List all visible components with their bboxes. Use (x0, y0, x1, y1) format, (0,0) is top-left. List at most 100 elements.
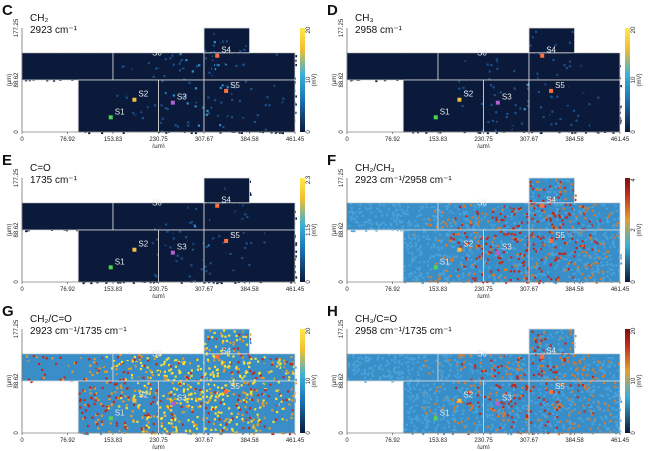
site-label-s3: S3 (502, 243, 512, 252)
site-label-s3: S3 (177, 93, 187, 102)
colorbar-tick: 0 (306, 130, 312, 134)
site-label-s5: S5 (555, 231, 565, 240)
colorbar-unit: (mV) (637, 375, 643, 388)
x-tick-label: 307.67 (195, 438, 214, 444)
colorbar-tick: 1.15 (306, 224, 312, 236)
y-tick-label: 177.25 (339, 18, 345, 37)
site-marker-s5 (549, 238, 554, 243)
site-marker-s2 (132, 97, 137, 102)
x-tick-label: 307.67 (520, 287, 539, 293)
panel-e: S0 S1 S2 S3 S4 S5 0 76.92 153.83 230.75 307.67 384.… (0, 150, 318, 298)
colorbar-tick: 10 (306, 377, 312, 384)
x-tick-label: 76.92 (60, 438, 76, 444)
colorbar-tick: 20 (306, 26, 312, 33)
x-tick-label: 76.92 (385, 287, 401, 293)
site-label-s1: S1 (440, 107, 450, 116)
colorbar-tick: 0 (631, 431, 637, 435)
site-label-s2: S2 (138, 391, 148, 400)
panel-letter: D (327, 2, 338, 19)
y-tick-label: 0 (339, 431, 345, 435)
x-tick-label: 153.83 (104, 287, 123, 293)
x-tick-label: 230.75 (474, 287, 493, 293)
site-label-s3: S3 (502, 394, 512, 403)
y-tick-label: 88.62 (14, 72, 20, 88)
site-label-s2: S2 (463, 90, 473, 99)
panel-subtitle: 2923 cm⁻¹/1735 cm⁻¹ (30, 326, 127, 337)
y-tick-label: 177.25 (339, 319, 345, 338)
x-tick-label: 0 (345, 137, 349, 143)
site-marker-s1 (108, 416, 113, 421)
panel-g: S0 S1 S2 S3 S4 S5 0 76.92 153.83 230.75 307.67 384.… (0, 301, 318, 449)
x-tick-label: 384.58 (240, 137, 259, 143)
colorbar (625, 28, 630, 132)
x-tick-label: 307.67 (520, 438, 539, 444)
y-axis-unit: (μm) (7, 74, 13, 86)
colorbar-tick: 0 (631, 280, 637, 284)
colorbar-unit: (mV) (312, 224, 318, 237)
colorbar-tick: 2.3 (306, 175, 312, 184)
site-label-s4: S4 (546, 46, 556, 55)
x-axis-unit: (μm) (477, 294, 489, 298)
site-marker-s3 (495, 250, 500, 255)
y-tick-label: 177.25 (14, 319, 20, 338)
site-label-s1: S1 (115, 107, 125, 116)
panel-title: CH₃/C=O (355, 314, 398, 325)
y-tick-label: 88.62 (14, 222, 20, 238)
site-marker-s4 (540, 53, 545, 58)
site-marker-s1 (108, 115, 113, 120)
panel-d: S0 S1 S2 S3 S4 S5 0 76.92 153.83 230.75 307.67 384.… (325, 0, 643, 148)
site-label-s1: S1 (440, 408, 450, 417)
x-tick-label: 153.83 (429, 137, 448, 143)
site-label-s2: S2 (138, 90, 148, 99)
x-axis-unit: (μm) (152, 294, 164, 298)
colorbar-tick: 10 (306, 76, 312, 83)
x-tick-label: 153.83 (429, 287, 448, 293)
x-tick-label: 0 (20, 137, 24, 143)
site-label-s0: S0 (152, 49, 162, 58)
site-marker-s5 (224, 238, 229, 243)
x-axis-unit: (μm) (152, 445, 164, 449)
map-tile (438, 52, 530, 81)
x-tick-label: 461.45 (611, 287, 630, 293)
site-label-s0: S0 (152, 350, 162, 359)
x-tick-label: 307.67 (520, 137, 539, 143)
colorbar-tick: 10 (631, 76, 637, 83)
map-tile (483, 381, 530, 433)
panel-h: S0 S1 S2 S3 S4 S5 0 76.92 153.83 230.75 307.67 384.… (325, 301, 643, 449)
x-tick-label: 230.75 (474, 438, 493, 444)
site-label-s5: S5 (555, 81, 565, 90)
x-tick-label: 230.75 (149, 287, 168, 293)
site-label-s4: S4 (221, 347, 231, 356)
site-marker-s1 (433, 265, 438, 270)
colorbar-tick: 2 (631, 228, 637, 232)
panel-subtitle: 1735 cm⁻¹ (30, 175, 77, 186)
x-tick-label: 384.58 (240, 287, 259, 293)
y-tick-label: 177.25 (14, 168, 20, 187)
y-tick-label: 0 (339, 130, 345, 134)
map-tile (113, 353, 205, 382)
x-axis-unit: (μm) (477, 445, 489, 449)
y-axis-unit: (μm) (7, 224, 13, 236)
site-marker-s2 (457, 97, 462, 102)
x-tick-label: 384.58 (565, 287, 584, 293)
colorbar-tick: 0 (306, 431, 312, 435)
site-label-s2: S2 (463, 240, 473, 249)
site-label-s5: S5 (230, 81, 240, 90)
x-tick-label: 384.58 (565, 137, 584, 143)
x-tick-label: 76.92 (60, 287, 76, 293)
site-marker-s2 (457, 247, 462, 252)
site-marker-s1 (433, 115, 438, 120)
colorbar (300, 28, 305, 132)
map-e: S0 S1 S2 S3 S4 S5 0 76.92 153.83 230.75 307.67 384.… (7, 168, 318, 298)
y-axis-unit: (μm) (7, 375, 13, 387)
colorbar-tick: 4 (631, 178, 637, 182)
x-tick-label: 230.75 (474, 137, 493, 143)
map-tile (22, 353, 114, 382)
site-marker-s3 (170, 250, 175, 255)
site-label-s0: S0 (477, 350, 487, 359)
map-g: S0 S1 S2 S3 S4 S5 0 76.92 153.83 230.75 307.67 384.… (7, 319, 318, 449)
site-label-s4: S4 (221, 46, 231, 55)
site-label-s4: S4 (546, 196, 556, 205)
panel-subtitle: 2923 cm⁻¹ (30, 25, 77, 36)
panel-subtitle: 2958 cm⁻¹/1735 cm⁻¹ (355, 326, 452, 337)
